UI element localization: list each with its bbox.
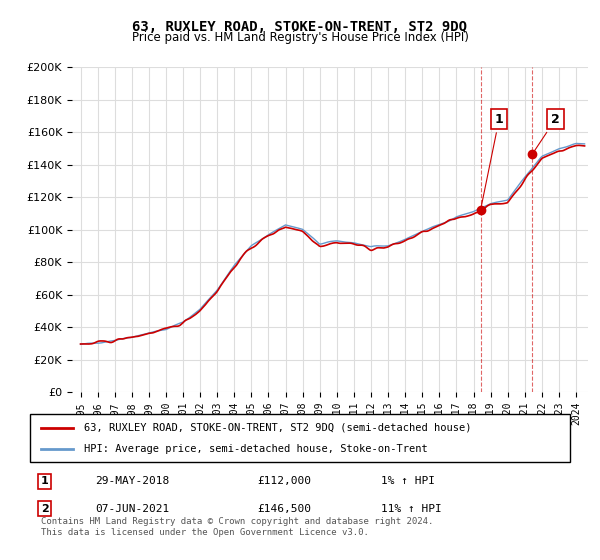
Text: HPI: Average price, semi-detached house, Stoke-on-Trent: HPI: Average price, semi-detached house,…	[84, 444, 428, 454]
Text: 07-JUN-2021: 07-JUN-2021	[95, 503, 169, 514]
Text: 63, RUXLEY ROAD, STOKE-ON-TRENT, ST2 9DQ: 63, RUXLEY ROAD, STOKE-ON-TRENT, ST2 9DQ	[133, 20, 467, 34]
Text: Price paid vs. HM Land Registry's House Price Index (HPI): Price paid vs. HM Land Registry's House …	[131, 31, 469, 44]
Text: £112,000: £112,000	[257, 477, 311, 487]
Text: Contains HM Land Registry data © Crown copyright and database right 2024.
This d: Contains HM Land Registry data © Crown c…	[41, 517, 433, 536]
Text: 11% ↑ HPI: 11% ↑ HPI	[381, 503, 442, 514]
Text: 1% ↑ HPI: 1% ↑ HPI	[381, 477, 435, 487]
Text: 1: 1	[41, 477, 49, 487]
FancyBboxPatch shape	[30, 414, 570, 462]
Text: 63, RUXLEY ROAD, STOKE-ON-TRENT, ST2 9DQ (semi-detached house): 63, RUXLEY ROAD, STOKE-ON-TRENT, ST2 9DQ…	[84, 423, 472, 433]
Text: 1: 1	[481, 113, 503, 207]
Text: 29-MAY-2018: 29-MAY-2018	[95, 477, 169, 487]
Text: 2: 2	[41, 503, 49, 514]
Text: £146,500: £146,500	[257, 503, 311, 514]
Text: 2: 2	[534, 113, 560, 152]
